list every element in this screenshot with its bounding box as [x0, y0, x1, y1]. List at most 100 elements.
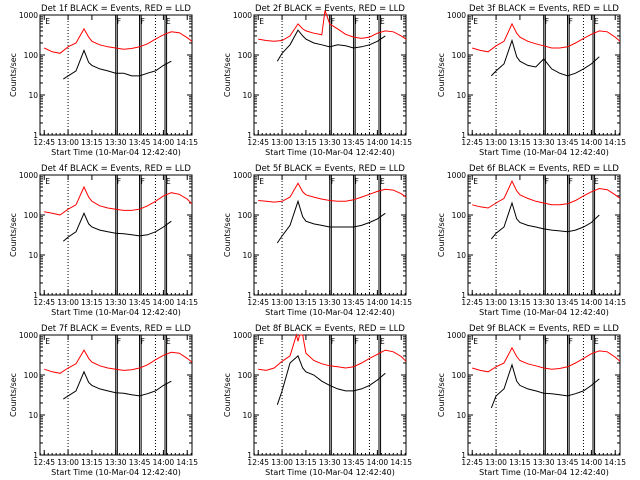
- x-tick-label: 13:30: [105, 298, 127, 307]
- x-tick-label: 12:45: [247, 458, 269, 467]
- marker-letter: F: [331, 337, 335, 346]
- chart-panel-2: Det 2f BLACK = Events, RED = LLD 1 10 100 10…: [223, 4, 412, 157]
- x-tick-label: 13:00: [57, 298, 79, 307]
- x-tick-label: 13:45: [129, 138, 151, 147]
- x-axis-label: Start Time (10-Mar-04 12:42:40): [265, 468, 395, 477]
- x-tick-label: 13:00: [57, 458, 79, 467]
- x-tick-label: 12:45: [247, 298, 269, 307]
- x-tick-label: 14:00: [367, 138, 389, 147]
- marker-letter: F: [117, 337, 121, 346]
- y-tick-label: 100: [452, 371, 467, 380]
- x-tick-label: 13:15: [295, 298, 317, 307]
- y-tick-label: 10: [242, 91, 252, 100]
- chart-title: Det 5f BLACK = Events, RED = LLD: [255, 164, 405, 174]
- x-tick-label: 12:45: [461, 138, 483, 147]
- chart-panel-3: Det 3f BLACK = Events, RED = LLD 1 10 100 10…: [437, 4, 626, 157]
- y-tick-label: 1000: [233, 331, 252, 340]
- x-tick-label: 14:15: [176, 138, 198, 147]
- chart-title: Det 7f BLACK = Events, RED = LLD: [41, 324, 191, 334]
- x-tick-label: 13:45: [343, 458, 365, 467]
- y-tick-label: 100: [238, 51, 253, 60]
- marker-letter: E: [259, 17, 264, 26]
- x-tick-label: 13:30: [319, 298, 341, 307]
- series-line-lld: [43, 27, 193, 54]
- x-tick-label: 13:30: [533, 458, 555, 467]
- marker-letter: F: [569, 17, 573, 26]
- chart-title: Det 4f BLACK = Events, RED = LLD: [41, 164, 191, 174]
- x-tick-label: 13:15: [295, 138, 317, 147]
- x-tick-label: 14:00: [367, 458, 389, 467]
- x-tick-label: 13:15: [81, 138, 103, 147]
- y-tick-label: 10: [28, 251, 38, 260]
- y-tick-label: 100: [238, 211, 253, 220]
- y-tick-label: 10: [242, 411, 252, 420]
- marker-letter: F: [141, 177, 145, 186]
- x-tick-label: 14:00: [153, 458, 175, 467]
- y-tick-label: 100: [238, 371, 253, 380]
- marker-letter: F: [355, 17, 359, 26]
- y-axis-label: Counts/sec: [9, 373, 18, 417]
- y-tick-label: 100: [452, 211, 467, 220]
- marker-letter: F: [117, 177, 121, 186]
- y-tick-label: 1: [247, 291, 252, 300]
- x-tick-label: 14:15: [604, 458, 626, 467]
- x-axis-label: Start Time (10-Mar-04 12:42:40): [265, 148, 395, 157]
- x-axis-label: Start Time (10-Mar-04 12:42:40): [51, 308, 181, 317]
- x-tick-label: 14:15: [390, 298, 412, 307]
- chart-title: Det 9f BLACK = Events, RED = LLD: [469, 324, 619, 334]
- x-tick-label: 13:15: [295, 458, 317, 467]
- x-axis-label: Start Time (10-Mar-04 12:42:40): [479, 468, 609, 477]
- y-tick-label: 1000: [233, 11, 252, 20]
- x-tick-label: 13:45: [557, 298, 579, 307]
- x-tick-label: 14:15: [176, 458, 198, 467]
- x-tick-label: 12:45: [247, 138, 269, 147]
- y-tick-label: 1: [33, 451, 38, 460]
- y-tick-label: 1000: [447, 11, 466, 20]
- y-axis-label: Counts/sec: [437, 53, 446, 97]
- marker-letter: F: [545, 177, 549, 186]
- y-tick-label: 1000: [447, 331, 466, 340]
- y-axis-label: Counts/sec: [9, 53, 18, 97]
- y-tick-label: 1: [33, 131, 38, 140]
- series-line-events: [276, 199, 386, 244]
- y-tick-label: 1000: [447, 171, 466, 180]
- y-tick-label: 1: [461, 451, 466, 460]
- x-tick-label: 13:15: [509, 458, 531, 467]
- chart-panel-4: Det 4f BLACK = Events, RED = LLD 1 10 100 10…: [9, 164, 198, 317]
- marker-letter: E: [473, 177, 478, 186]
- x-tick-label: 12:45: [33, 298, 55, 307]
- marker-letter: E: [166, 17, 171, 26]
- marker-letter: E: [380, 177, 385, 186]
- series-line-events: [490, 363, 600, 409]
- x-tick-label: 13:15: [81, 298, 103, 307]
- x-tick-label: 14:15: [390, 458, 412, 467]
- marker-letter: F: [545, 17, 549, 26]
- marker-letter: F: [141, 337, 145, 346]
- series-line-lld: [258, 333, 407, 371]
- x-tick-label: 13:15: [509, 138, 531, 147]
- series-line-events: [276, 355, 386, 405]
- y-tick-label: 10: [28, 91, 38, 100]
- x-tick-label: 13:45: [557, 138, 579, 147]
- y-tick-label: 10: [456, 251, 466, 260]
- series-line-lld: [258, 10, 407, 42]
- x-axis-label: Start Time (10-Mar-04 12:42:40): [51, 468, 181, 477]
- x-tick-label: 13:45: [129, 298, 151, 307]
- x-tick-label: 12:45: [461, 458, 483, 467]
- x-tick-label: 13:00: [485, 138, 507, 147]
- y-tick-label: 1: [247, 451, 252, 460]
- y-axis-label: Counts/sec: [437, 373, 446, 417]
- y-tick-label: 100: [24, 371, 39, 380]
- x-tick-label: 13:00: [271, 138, 293, 147]
- y-axis-label: Counts/sec: [223, 53, 232, 97]
- chart-panel-1: Det 1f BLACK = Events, RED = LLD 1 10 100 10…: [9, 4, 198, 157]
- chart-panel-7: Det 7f BLACK = Events, RED = LLD 1 10 100 10…: [9, 324, 198, 477]
- x-tick-label: 14:00: [581, 458, 603, 467]
- chart-title: Det 3f BLACK = Events, RED = LLD: [469, 4, 619, 14]
- series-line-lld: [44, 185, 193, 216]
- y-tick-label: 1000: [19, 331, 38, 340]
- y-tick-label: 1000: [19, 11, 38, 20]
- x-tick-label: 13:30: [319, 138, 341, 147]
- marker-letter: E: [594, 177, 599, 186]
- y-axis-label: Counts/sec: [223, 373, 232, 417]
